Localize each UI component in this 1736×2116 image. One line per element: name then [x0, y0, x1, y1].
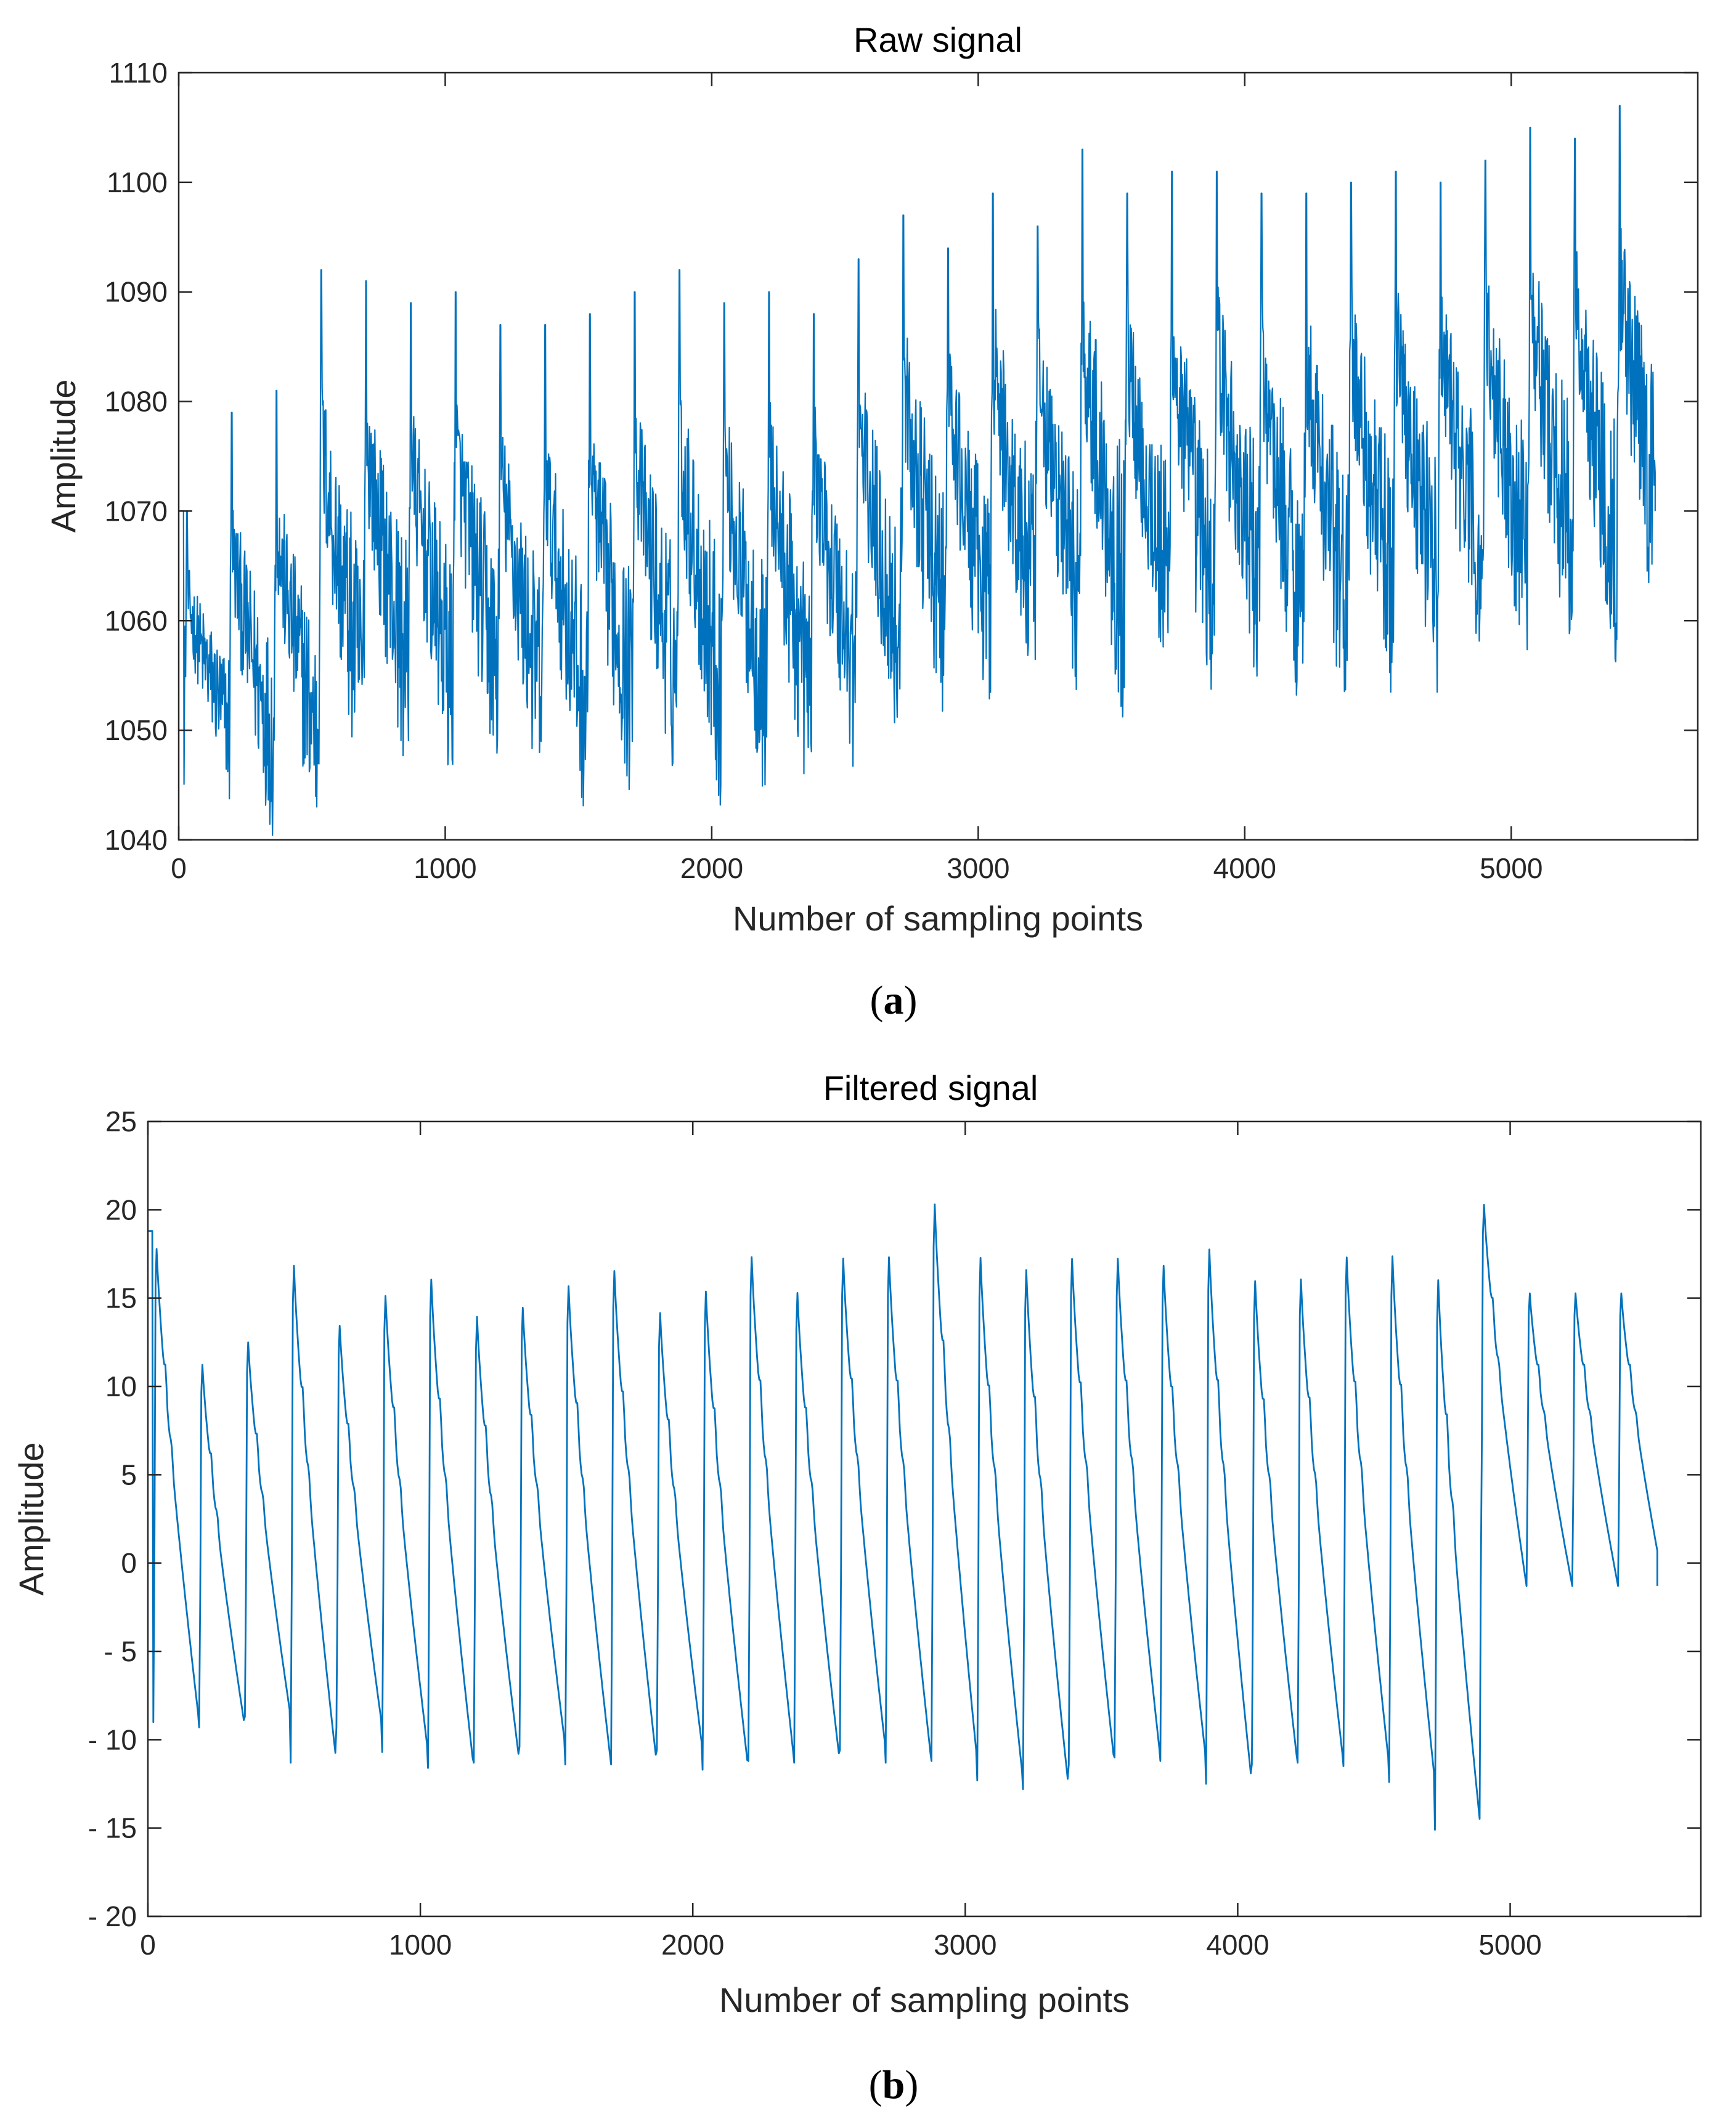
filtered-y-tick-label: - 20	[88, 1900, 137, 1932]
caption-a-letter: a	[884, 978, 904, 1023]
filtered-y-axis-label: Amplitude	[12, 1442, 51, 1595]
filtered-x-tick-label: 4000	[1206, 1929, 1269, 1961]
filtered-y-tick-label: 0	[121, 1547, 137, 1579]
raw-signal-chart: Raw signal 0 1000 2000 3000 4000 5000 1040 1050…	[44, 20, 1699, 1023]
filtered-y-tick-label: - 15	[88, 1812, 137, 1844]
raw-chart-title: Raw signal	[854, 20, 1022, 59]
filtered-series-line	[148, 1203, 1658, 1831]
filtered-chart-title: Filtered signal	[823, 1068, 1038, 1107]
raw-x-tick-label: 0	[171, 852, 187, 884]
raw-y-tick-label: 1100	[107, 166, 168, 198]
filtered-x-tick-label: 1000	[389, 1929, 452, 1961]
raw-y-tick-label: 1040	[105, 824, 168, 856]
filtered-axes-box	[147, 1120, 1702, 1918]
filtered-plot-area	[148, 1203, 1658, 1831]
caption-a-close: )	[904, 978, 918, 1023]
raw-axis-ticks: 0 1000 2000 3000 4000 5000 1040 1050 1060 1070 108…	[105, 57, 1698, 884]
caption-b-close: )	[905, 2062, 918, 2107]
filtered-y-tick-label: 5	[121, 1459, 137, 1491]
raw-x-tick-label: 1000	[414, 852, 476, 884]
raw-series-line	[178, 105, 1656, 836]
raw-x-tick-label: 4000	[1213, 852, 1276, 884]
raw-axes-box	[177, 71, 1699, 841]
filtered-signal-chart: Filtered signal 0 1000 2000 3000 4000 5000 - 2…	[12, 1068, 1702, 2107]
filtered-x-tick-label: 0	[140, 1929, 156, 1961]
raw-x-tick-label: 2000	[680, 852, 743, 884]
raw-y-tick-label: 1070	[105, 495, 168, 527]
caption-b: (b)	[869, 2062, 919, 2107]
filtered-y-tick-label: 25	[105, 1105, 137, 1137]
raw-x-tick-label: 3000	[947, 852, 1009, 884]
filtered-y-tick-label: - 5	[104, 1635, 137, 1667]
filtered-x-tick-label: 2000	[661, 1929, 724, 1961]
caption-b-letter: b	[882, 2062, 905, 2107]
caption-b-open: (	[869, 2062, 882, 2107]
caption-a: (a)	[870, 978, 918, 1023]
filtered-x-tick-label: 3000	[934, 1929, 996, 1961]
raw-y-tick-label: 1080	[105, 386, 168, 418]
filtered-y-tick-label: 20	[105, 1194, 137, 1226]
filtered-y-tick-label: - 10	[88, 1723, 137, 1756]
filtered-x-tick-label: 5000	[1478, 1929, 1541, 1961]
caption-a-open: (	[870, 978, 884, 1023]
filtered-y-tick-label: 15	[105, 1282, 137, 1314]
raw-y-axis-label: Amplitude	[44, 379, 83, 532]
raw-y-tick-label: 1090	[105, 276, 168, 308]
raw-x-axis-label: Number of sampling points	[733, 899, 1143, 938]
raw-x-tick-label: 5000	[1480, 852, 1542, 884]
raw-y-tick-label: 1110	[108, 57, 168, 89]
raw-y-tick-label: 1050	[105, 714, 168, 746]
filtered-y-tick-label: 10	[105, 1370, 137, 1402]
filtered-x-axis-label: Number of sampling points	[719, 1980, 1130, 2019]
raw-y-tick-label: 1060	[105, 604, 168, 637]
raw-plot-area	[178, 105, 1656, 836]
filtered-axis-ticks: 0 1000 2000 3000 4000 5000 - 20 - 15 - 10 - 5 0 5 10…	[88, 1105, 1701, 1961]
